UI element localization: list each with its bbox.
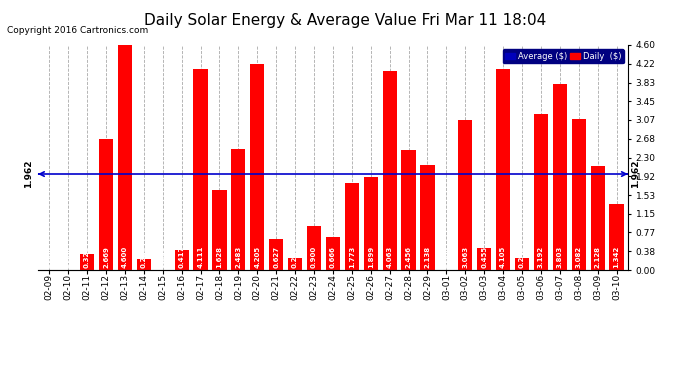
Bar (213, 190, 226, 270)
Text: 0.000: 0.000 (444, 246, 449, 268)
Bar (99, 140, 113, 270)
Bar (307, 226, 321, 270)
Text: 2.138: 2.138 (424, 246, 431, 268)
Bar (515, 258, 529, 270)
Text: 03-04: 03-04 (499, 274, 508, 300)
Bar (345, 183, 359, 270)
Bar (80, 254, 95, 270)
Text: 02-13: 02-13 (121, 274, 130, 300)
Text: 0.000: 0.000 (46, 246, 52, 268)
Text: 4.105: 4.105 (500, 246, 506, 268)
Bar (382, 71, 397, 270)
Bar (534, 114, 548, 270)
Text: 02-23: 02-23 (310, 274, 319, 300)
Bar (496, 69, 510, 270)
Text: 03-01: 03-01 (442, 274, 451, 300)
Text: 0.000: 0.000 (160, 246, 166, 268)
Text: 03-10: 03-10 (612, 274, 621, 300)
Bar (477, 248, 491, 270)
Text: 03-03: 03-03 (480, 274, 489, 300)
Text: 02-22: 02-22 (290, 274, 299, 300)
Text: 2.456: 2.456 (406, 246, 411, 268)
Text: 3.082: 3.082 (575, 246, 582, 268)
Text: Copyright 2016 Cartronics.com: Copyright 2016 Cartronics.com (7, 26, 148, 35)
Text: Daily Solar Energy & Average Value Fri Mar 11 18:04: Daily Solar Energy & Average Value Fri M… (144, 13, 546, 28)
Text: 0.236: 0.236 (292, 246, 298, 268)
Text: 3.192: 3.192 (538, 246, 544, 268)
Text: 02-17: 02-17 (196, 274, 205, 300)
Text: 0.627: 0.627 (273, 246, 279, 268)
Text: 02-16: 02-16 (177, 274, 186, 300)
Text: 02-25: 02-25 (347, 274, 356, 300)
Bar (571, 119, 586, 270)
Text: 3.063: 3.063 (462, 246, 469, 268)
Text: 02-21: 02-21 (272, 274, 281, 300)
Text: 02-29: 02-29 (423, 274, 432, 300)
Text: 4.111: 4.111 (197, 246, 204, 268)
Bar (250, 64, 264, 270)
Text: 0.245: 0.245 (519, 246, 525, 268)
Text: 1.773: 1.773 (349, 246, 355, 268)
Text: 02-27: 02-27 (385, 274, 394, 300)
Text: 02-19: 02-19 (234, 274, 243, 300)
Text: 03-02: 03-02 (461, 274, 470, 300)
Bar (364, 177, 378, 270)
Text: 02-20: 02-20 (253, 274, 262, 300)
Text: 1.962: 1.962 (24, 160, 34, 188)
Text: 1.628: 1.628 (217, 246, 222, 268)
Text: 02-09: 02-09 (45, 274, 54, 300)
Text: 02-10: 02-10 (63, 274, 72, 300)
Bar (137, 259, 151, 270)
Legend: Average ($), Daily  ($): Average ($), Daily ($) (502, 49, 624, 63)
Text: 1.342: 1.342 (613, 246, 620, 268)
Bar (402, 150, 415, 270)
Text: 4.600: 4.600 (122, 246, 128, 268)
Text: 0.227: 0.227 (141, 246, 147, 268)
Bar (553, 84, 567, 270)
Text: 03-05: 03-05 (518, 274, 526, 300)
Text: 0.900: 0.900 (311, 246, 317, 268)
Bar (420, 165, 435, 270)
Text: 4.063: 4.063 (386, 246, 393, 268)
Text: 03-06: 03-06 (536, 274, 545, 300)
Bar (591, 166, 604, 270)
Bar (288, 258, 302, 270)
Text: 02-18: 02-18 (215, 274, 224, 300)
Bar (458, 120, 473, 270)
Text: 02-15: 02-15 (158, 274, 167, 300)
Text: 02-12: 02-12 (101, 274, 110, 300)
Bar (231, 148, 246, 270)
Text: 1.962: 1.962 (631, 160, 640, 188)
Text: 02-24: 02-24 (328, 274, 337, 300)
Text: 03-09: 03-09 (593, 274, 602, 300)
Text: 0.000: 0.000 (65, 246, 71, 268)
Text: 03-07: 03-07 (555, 274, 564, 300)
Bar (269, 239, 284, 270)
Text: 1.899: 1.899 (368, 246, 374, 268)
Text: 2.483: 2.483 (235, 246, 242, 268)
Text: 2.669: 2.669 (103, 246, 109, 268)
Text: 4.205: 4.205 (255, 246, 260, 268)
Text: 0.417: 0.417 (179, 246, 185, 268)
Bar (609, 204, 624, 270)
Text: 0.666: 0.666 (330, 246, 336, 268)
Text: 03-08: 03-08 (574, 274, 583, 300)
Bar (193, 69, 208, 270)
Text: 0.455: 0.455 (481, 246, 487, 268)
Text: 2.128: 2.128 (595, 246, 601, 268)
Bar (175, 250, 189, 270)
Text: 02-14: 02-14 (139, 274, 148, 300)
Text: 02-26: 02-26 (366, 274, 375, 300)
Text: 02-11: 02-11 (83, 274, 92, 300)
Bar (326, 237, 340, 270)
Text: 3.803: 3.803 (557, 246, 563, 268)
Text: 02-28: 02-28 (404, 274, 413, 300)
Bar (118, 45, 132, 270)
Text: 0.320: 0.320 (84, 246, 90, 268)
